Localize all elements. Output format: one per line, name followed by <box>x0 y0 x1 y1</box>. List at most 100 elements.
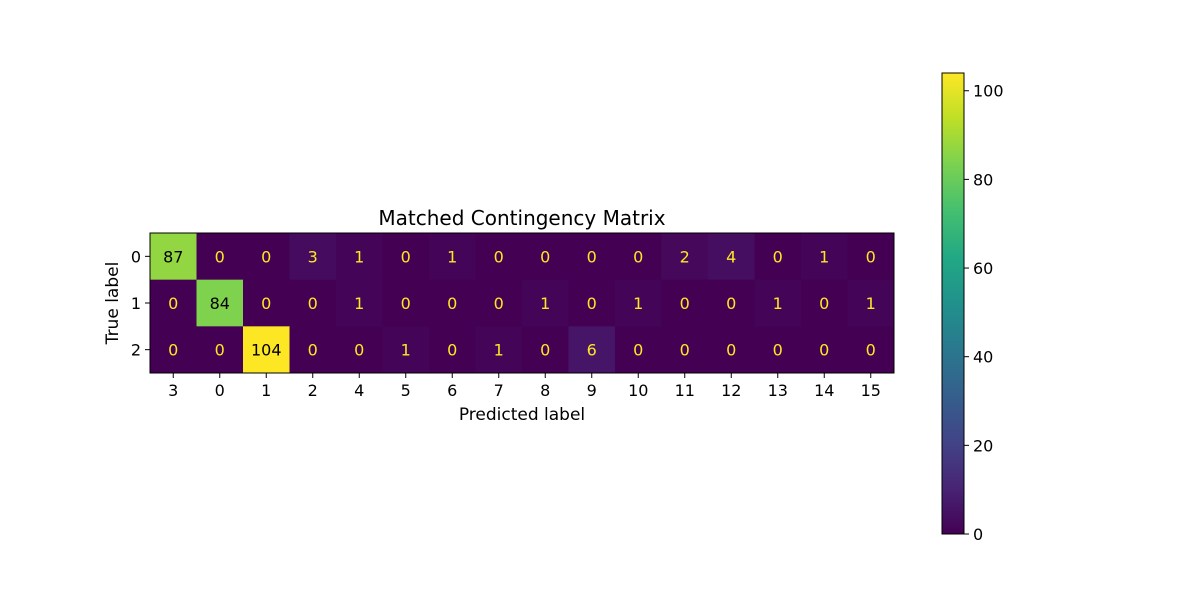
heatmap-cell <box>847 279 895 327</box>
x-tick-label: 1 <box>261 381 271 400</box>
cell-value-label: 0 <box>168 294 178 313</box>
heatmap-cell <box>661 279 709 327</box>
heatmap-cell <box>708 326 755 374</box>
x-tick-label: 13 <box>768 381 788 400</box>
heatmap-cell <box>336 326 383 374</box>
x-tick-label: 3 <box>168 381 178 400</box>
heatmap-cell <box>336 279 383 327</box>
cell-value-label: 0 <box>773 341 783 360</box>
cell-value-label: 104 <box>251 341 282 360</box>
cell-value-label: 0 <box>261 294 271 313</box>
x-tick-label: 2 <box>308 381 318 400</box>
heatmap-cell <box>754 326 802 374</box>
x-tick-label: 9 <box>587 381 597 400</box>
cell-value-label: 0 <box>633 341 643 360</box>
cell-value-label: 0 <box>773 247 783 266</box>
heatmap-cell <box>382 279 430 327</box>
cell-value-label: 0 <box>587 294 597 313</box>
cell-value-label: 0 <box>215 247 225 266</box>
cell-value-label: 0 <box>680 294 690 313</box>
heatmap-cell <box>568 326 616 374</box>
x-tick-label: 5 <box>401 381 411 400</box>
y-tick-label: 2 <box>131 341 141 360</box>
heatmap-cell <box>754 233 802 281</box>
colorbar-tick-label: 40 <box>973 348 993 367</box>
heatmap-cell <box>661 326 709 374</box>
cell-value-label: 0 <box>633 247 643 266</box>
cell-value-label: 0 <box>308 341 318 360</box>
cell-value-label: 0 <box>726 294 736 313</box>
cell-value-label: 0 <box>680 341 690 360</box>
heatmap-cell <box>801 233 848 281</box>
heatmap-cell <box>429 279 476 327</box>
cell-value-label: 3 <box>308 247 318 266</box>
cell-value-label: 1 <box>494 341 504 360</box>
cell-value-label: 87 <box>163 247 183 266</box>
heatmap-cell <box>801 279 848 327</box>
colorbar-tick-label: 60 <box>973 259 993 278</box>
cell-value-label: 0 <box>401 294 411 313</box>
cell-value-label: 1 <box>773 294 783 313</box>
heatmap-cell <box>196 326 244 374</box>
heatmap-cell <box>801 326 848 374</box>
x-axis-label: Predicted label <box>459 405 585 425</box>
cell-value-label: 0 <box>819 294 829 313</box>
x-tick-label: 6 <box>447 381 457 400</box>
heatmap-cell <box>708 279 755 327</box>
colorbar <box>941 72 965 535</box>
colorbar-tick-label: 80 <box>973 170 993 189</box>
x-tick-label: 4 <box>354 381 364 400</box>
cell-value-label: 0 <box>726 341 736 360</box>
x-tick-label: 11 <box>675 381 695 400</box>
x-tick-label: 14 <box>814 381 834 400</box>
heatmap-cell <box>615 233 662 281</box>
heatmap-cell <box>196 233 244 281</box>
cell-value-label: 0 <box>866 341 876 360</box>
heatmap-cell <box>150 279 197 327</box>
cell-value-label: 84 <box>210 294 230 313</box>
colorbar-tick-label: 0 <box>973 525 983 544</box>
heatmap-cell <box>754 279 802 327</box>
heatmap-cell <box>847 233 895 281</box>
cell-value-label: 1 <box>819 247 829 266</box>
cell-value-label: 0 <box>866 247 876 266</box>
cell-value-label: 0 <box>261 247 271 266</box>
heatmap-cell <box>429 233 476 281</box>
cell-value-label: 0 <box>540 247 550 266</box>
cell-value-label: 1 <box>401 341 411 360</box>
cell-value-label: 4 <box>726 247 736 266</box>
heatmap-cell <box>150 326 197 374</box>
cell-value-labels: 87 0 0 3 1 0 1 0 0 0 0 2 4 0 1 0 0 84 0 0 1 0 0 0 1 0 1 0 0 1 0 1 0 0 104 0… <box>163 247 876 359</box>
cell-value-label: 0 <box>494 294 504 313</box>
heatmap-cell <box>661 233 709 281</box>
colorbar-ticks: 0 20 40 60 80 100 <box>964 82 1004 544</box>
cell-value-label: 0 <box>308 294 318 313</box>
x-tick-label: 10 <box>628 381 648 400</box>
heatmap-cell <box>382 326 430 374</box>
heatmap-cell <box>289 233 337 281</box>
heatmap-cell <box>475 233 523 281</box>
heatmap-cell <box>475 326 523 374</box>
x-tick-label: 0 <box>215 381 225 400</box>
cell-value-label: 0 <box>587 247 597 266</box>
heatmap-cell <box>243 326 290 374</box>
cell-value-label: 0 <box>215 341 225 360</box>
cell-value-label: 0 <box>447 341 457 360</box>
heatmap-cell <box>522 233 569 281</box>
heatmap-cell <box>289 279 337 327</box>
x-tick-label: 8 <box>540 381 550 400</box>
chart-title: Matched Contingency Matrix <box>378 206 665 230</box>
heatmap-cell <box>568 279 616 327</box>
heatmap-cell <box>615 326 662 374</box>
cell-value-label: 1 <box>354 294 364 313</box>
cell-value-label: 1 <box>633 294 643 313</box>
cell-value-label: 1 <box>447 247 457 266</box>
heatmap-cell <box>522 326 569 374</box>
cell-value-label: 1 <box>354 247 364 266</box>
heatmap-cell <box>196 279 244 327</box>
y-tick-label: 0 <box>131 247 141 266</box>
heatmap-cell <box>243 279 290 327</box>
heatmap-cell <box>568 233 616 281</box>
heatmap-cell <box>475 279 523 327</box>
cell-value-label: 0 <box>540 341 550 360</box>
